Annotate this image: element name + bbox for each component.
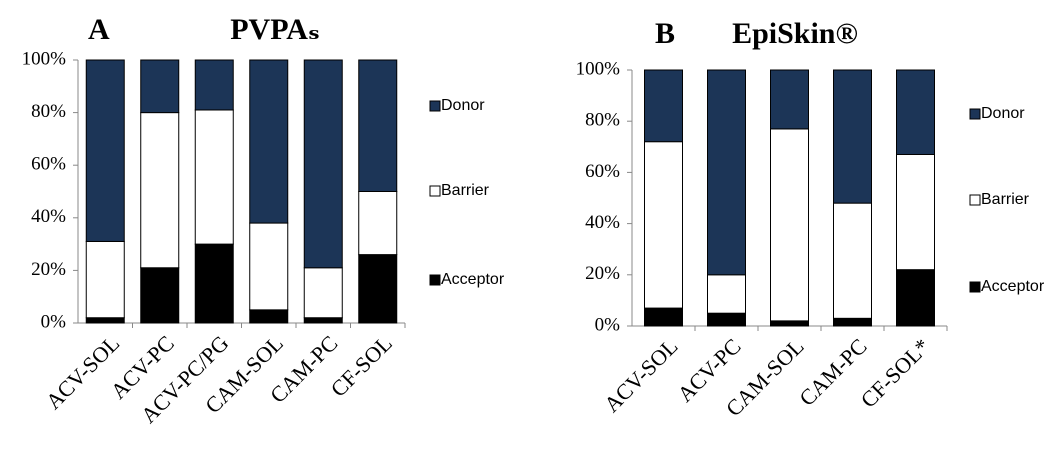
- bar-segment: [358, 254, 398, 324]
- chart-title: PVPAₛ: [230, 13, 320, 46]
- y-tick-label: 80%: [31, 101, 66, 122]
- bar-segment: [303, 317, 343, 324]
- y-tick-label: 100%: [22, 48, 67, 69]
- bar-segment: [707, 274, 746, 314]
- bar-segment: [303, 59, 343, 269]
- legend-label: Donor: [981, 105, 1025, 122]
- bar-segment: [194, 59, 234, 111]
- x-tick-label: ACV-SOL: [599, 333, 683, 417]
- legend-label: Barrier: [981, 191, 1030, 208]
- y-tick-label: 60%: [585, 161, 620, 182]
- x-tick-label: CF-SOL*: [856, 333, 935, 412]
- legend-swatch: [429, 100, 441, 112]
- bar-segment: [770, 128, 809, 322]
- bar-segment: [770, 69, 809, 130]
- bar-segment: [85, 317, 125, 324]
- y-tick-label: 100%: [576, 58, 621, 79]
- bar-segment: [85, 240, 125, 319]
- bar-segment: [140, 59, 180, 114]
- bar-segment: [644, 141, 683, 309]
- bar-segment: [140, 267, 180, 324]
- legend-swatch: [429, 274, 441, 286]
- legend-swatch: [969, 194, 981, 206]
- y-tick-label: 20%: [31, 259, 66, 280]
- y-tick-label: 0%: [595, 314, 621, 335]
- x-tick-label: ACV-SOL: [41, 330, 125, 414]
- legend-swatch: [429, 185, 441, 197]
- bar-segment: [770, 320, 809, 327]
- legend-swatch: [969, 108, 981, 120]
- y-tick-label: 80%: [585, 110, 620, 131]
- bar-segment: [358, 191, 398, 256]
- bar-segment: [896, 69, 935, 155]
- bar-segment: [896, 153, 935, 271]
- y-tick-label: 20%: [585, 263, 620, 284]
- bar-segment: [833, 202, 872, 319]
- y-tick-label: 60%: [31, 154, 66, 175]
- bar-segment: [707, 312, 746, 327]
- y-tick-label: 0%: [41, 311, 67, 332]
- x-tick-label: CF-SOL: [326, 330, 397, 401]
- bar-segment: [644, 69, 683, 143]
- bar-segment: [358, 59, 398, 192]
- bar-segment: [896, 269, 935, 327]
- legend-label: Barrier: [441, 182, 490, 199]
- bar-segment: [303, 267, 343, 319]
- bar-segment: [140, 112, 180, 269]
- bar-segment: [249, 309, 289, 324]
- legend-label: Acceptor: [441, 271, 505, 288]
- panel-label: A: [88, 13, 110, 46]
- legend-label: Donor: [441, 97, 485, 114]
- bar-segment: [644, 307, 683, 327]
- bar-segment: [249, 59, 289, 224]
- bar-segment: [707, 69, 746, 276]
- bar-segment: [833, 69, 872, 204]
- bar-segment: [249, 222, 289, 311]
- y-tick-label: 40%: [31, 206, 66, 227]
- legend-swatch: [969, 281, 981, 293]
- panel-label: B: [655, 17, 675, 50]
- bar-segment: [194, 243, 234, 324]
- bar-segment: [833, 317, 872, 327]
- legend-label: Acceptor: [981, 278, 1045, 295]
- bar-segment: [85, 59, 125, 242]
- bar-segment: [194, 109, 234, 245]
- chart-title: EpiSkin®: [732, 17, 858, 50]
- y-tick-label: 40%: [585, 212, 620, 233]
